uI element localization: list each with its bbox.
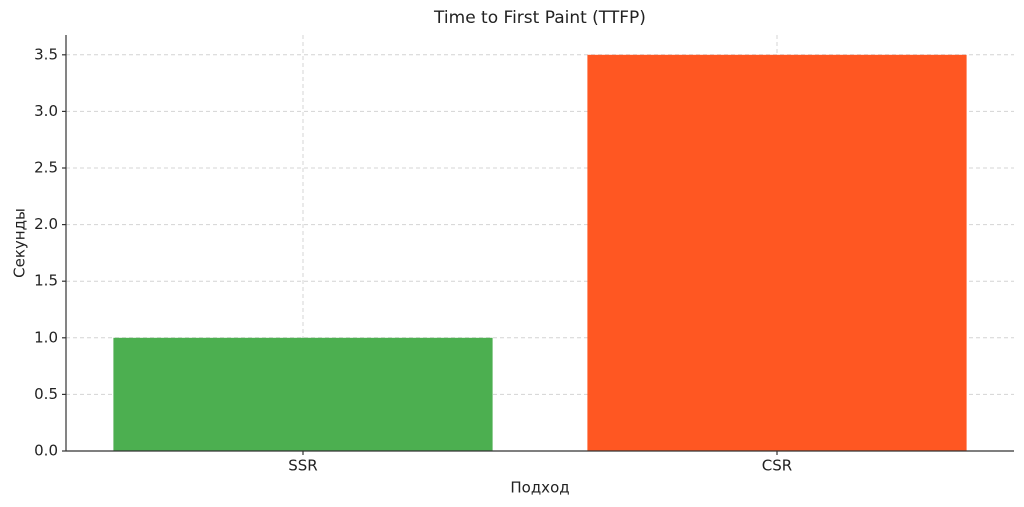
- y-tick-label: 1.5: [34, 272, 58, 290]
- y-tick-label: 3.5: [34, 45, 58, 63]
- y-axis-label: Секунды: [11, 208, 29, 278]
- x-tick-label: CSR: [762, 457, 792, 475]
- chart-title: Time to First Paint (TTFP): [433, 8, 646, 28]
- x-axis-label: Подход: [510, 479, 569, 497]
- y-tick-label: 2.0: [34, 215, 58, 233]
- x-tick-label: SSR: [288, 457, 317, 475]
- y-tick-label: 0.0: [34, 442, 58, 460]
- bar: [587, 54, 967, 452]
- y-tick-label: 1.0: [34, 328, 58, 346]
- y-tick-label: 2.5: [34, 159, 58, 177]
- y-tick-label: 0.5: [34, 385, 58, 403]
- bar: [113, 337, 493, 451]
- y-tick-label: 3.0: [34, 102, 58, 120]
